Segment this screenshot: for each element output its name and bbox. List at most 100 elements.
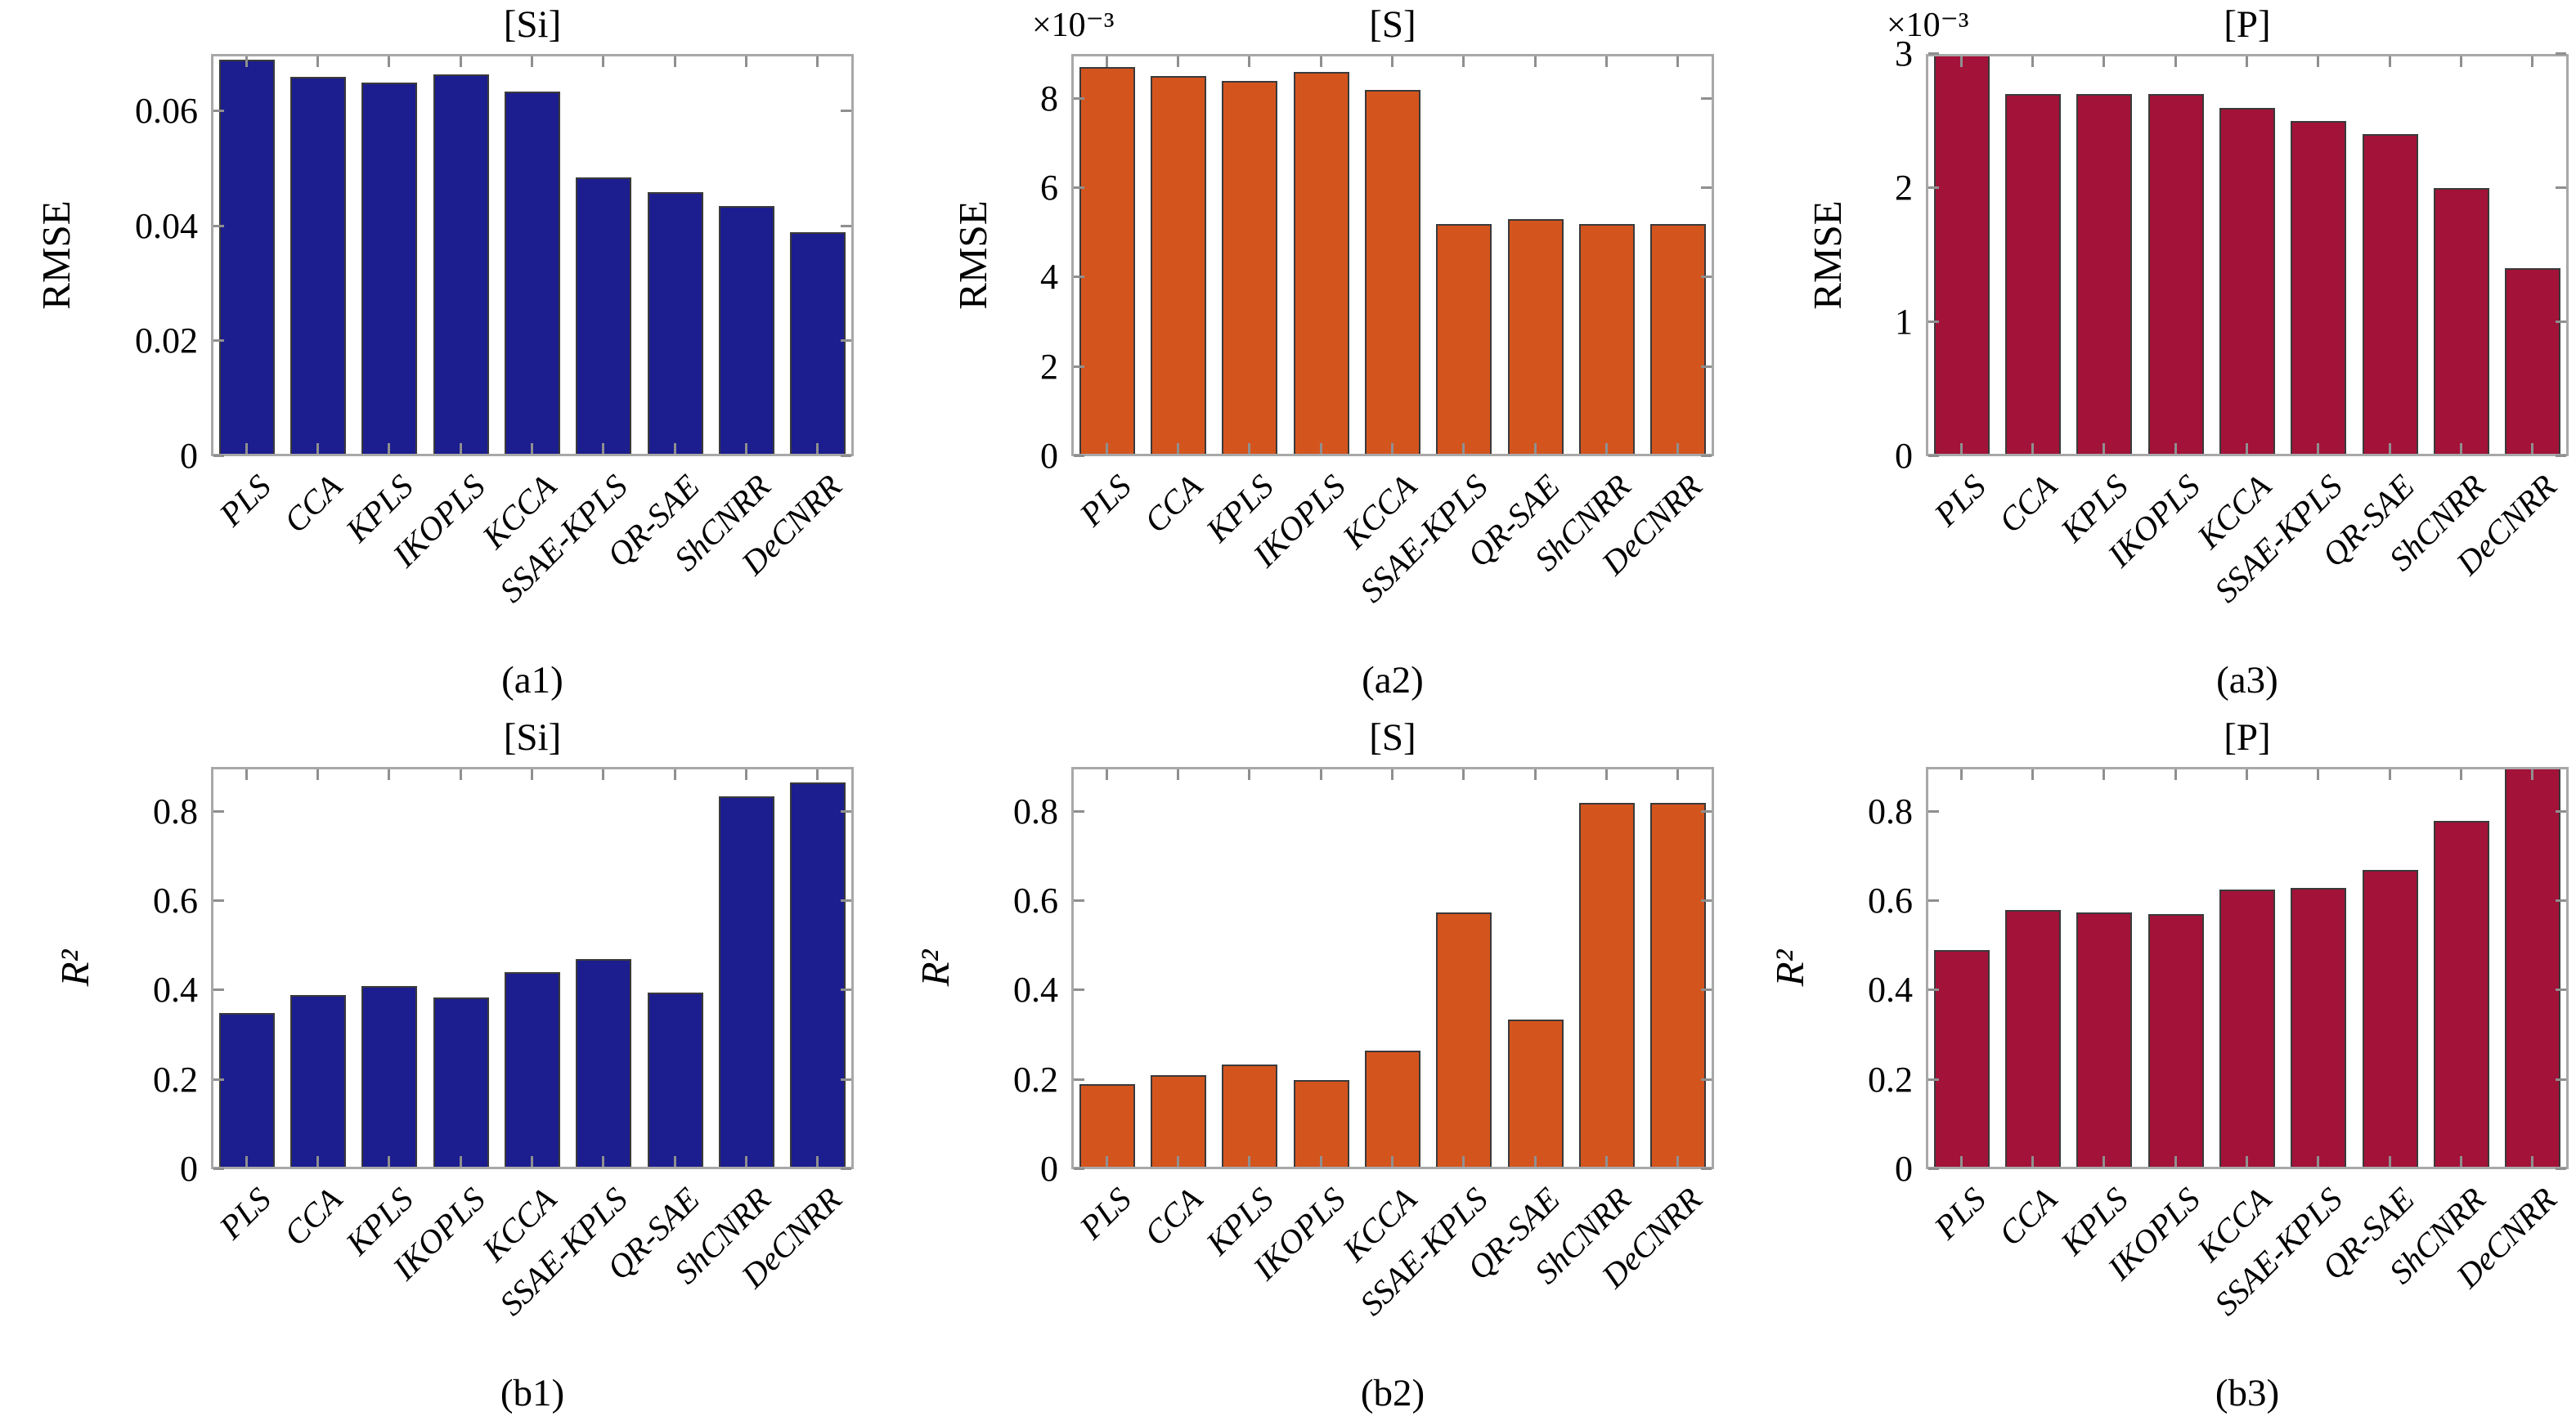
x-tick-top-a1 — [316, 56, 319, 67]
bar-b1-CCA — [290, 995, 346, 1169]
bar-a3-DeCNRR — [2505, 268, 2560, 456]
y-tick-label: 3 — [1895, 34, 1913, 74]
x-tick-bottom-a2 — [1605, 443, 1608, 454]
bar-b2-CCA — [1151, 1075, 1206, 1169]
x-tick-top-b2 — [1177, 769, 1179, 780]
x-tick-bottom-b3 — [2460, 1156, 2462, 1167]
y-tick-right-a1 — [841, 225, 851, 227]
y-tick-right-b1 — [841, 1168, 851, 1170]
y-tick-left-a3 — [1928, 52, 1939, 55]
x-tick-label-CCA: CCA — [1990, 467, 2064, 540]
bar-a1-ShCNRR — [719, 206, 774, 456]
chart-caption-a3: (a3) — [2216, 659, 2278, 702]
y-axis-label-b3: R² — [1767, 949, 1812, 987]
y-tick-right-b2 — [1701, 988, 1712, 991]
y-tick-right-a2 — [1701, 186, 1712, 189]
x-tick-bottom-b2 — [1462, 1156, 1465, 1167]
x-tick-bottom-a1 — [674, 443, 676, 454]
x-tick-top-b2 — [1676, 769, 1679, 780]
y-tick-right-b3 — [2556, 1168, 2566, 1170]
x-tick-top-b2 — [1106, 769, 1108, 780]
y-tick-left-b2 — [1074, 1078, 1084, 1081]
bar-b1-DeCNRR — [790, 782, 846, 1169]
x-tick-top-a3 — [2317, 56, 2319, 67]
x-tick-bottom-b1 — [460, 1156, 462, 1167]
x-tick-top-b1 — [531, 769, 533, 780]
bar-a2-SSAE-KPLS — [1436, 224, 1492, 456]
x-tick-top-a3 — [2531, 56, 2533, 67]
x-tick-bottom-b1 — [245, 1156, 248, 1167]
plot-box-a3 — [1926, 54, 2569, 456]
x-tick-top-b3 — [2103, 769, 2105, 780]
x-tick-bottom-b1 — [745, 1156, 747, 1167]
x-tick-label-PLS: PLS — [211, 467, 278, 534]
bar-b3-PLS — [1934, 950, 1990, 1169]
x-tick-bottom-b3 — [1960, 1156, 1963, 1167]
y-tick-label: 0.2 — [1868, 1060, 1913, 1100]
bar-a1-DeCNRR — [790, 232, 846, 456]
y-tick-right-b3 — [2556, 988, 2566, 991]
plot-box-b1 — [211, 767, 854, 1169]
x-tick-bottom-b3 — [2389, 1156, 2391, 1167]
x-tick-bottom-a1 — [388, 443, 390, 454]
bar-a1-SSAE-KPLS — [576, 177, 631, 456]
plot-box-b2 — [1071, 767, 1714, 1169]
y-tick-right-b1 — [841, 1078, 851, 1081]
bar-b3-ShCNRR — [2434, 821, 2489, 1169]
x-tick-bottom-b1 — [674, 1156, 676, 1167]
x-tick-bottom-b2 — [1248, 1156, 1250, 1167]
x-tick-bottom-b2 — [1106, 1156, 1108, 1167]
y-axis-label-a2: RMSE — [950, 200, 995, 310]
bar-a2-PLS — [1079, 67, 1135, 456]
y-tick-label: 0.6 — [153, 881, 198, 921]
bar-a3-CCA — [2005, 94, 2061, 456]
chart-caption-a1: (a1) — [501, 659, 563, 702]
x-tick-top-b3 — [2317, 769, 2319, 780]
y-tick-left-a3 — [1928, 455, 1939, 457]
y-tick-left-b2 — [1074, 1168, 1084, 1170]
x-tick-label-CCA: CCA — [276, 467, 349, 540]
x-tick-bottom-a3 — [2031, 443, 2034, 454]
y-tick-left-a3 — [1928, 321, 1939, 323]
bar-a3-QR-SAE — [2363, 134, 2418, 456]
chart-title-a1: [Si] — [503, 3, 562, 46]
y-tick-right-b1 — [841, 988, 851, 991]
x-tick-top-a2 — [1248, 56, 1250, 67]
y-tick-left-a3 — [1928, 186, 1939, 189]
y-tick-left-b1 — [213, 1078, 224, 1081]
y-tick-label: 0 — [1040, 1149, 1058, 1189]
x-tick-top-a2 — [1534, 56, 1537, 67]
y-tick-left-b3 — [1928, 1078, 1939, 1081]
y-tick-left-a1 — [213, 455, 224, 457]
y-tick-label: 0.04 — [135, 206, 198, 246]
x-tick-top-a1 — [245, 56, 248, 67]
x-tick-top-a3 — [2103, 56, 2105, 67]
x-tick-bottom-a2 — [1320, 443, 1322, 454]
y-tick-left-b3 — [1928, 988, 1939, 991]
bar-a1-CCA — [290, 77, 346, 456]
x-tick-bottom-b2 — [1534, 1156, 1537, 1167]
x-tick-bottom-b2 — [1391, 1156, 1393, 1167]
y-tick-label: 0 — [180, 436, 198, 476]
x-tick-top-b2 — [1320, 769, 1322, 780]
x-tick-top-b3 — [2389, 769, 2391, 780]
x-tick-bottom-a1 — [316, 443, 319, 454]
y-tick-left-a2 — [1074, 186, 1084, 189]
x-tick-top-a2 — [1106, 56, 1108, 67]
chart-caption-b2: (b2) — [1360, 1372, 1425, 1414]
x-tick-bottom-a2 — [1177, 443, 1179, 454]
y-tick-left-a1 — [213, 339, 224, 342]
y-tick-label: 6 — [1040, 168, 1058, 208]
x-tick-top-b3 — [2174, 769, 2177, 780]
x-tick-bottom-a3 — [2174, 443, 2177, 454]
x-tick-top-b1 — [245, 769, 248, 780]
y-tick-right-a3 — [2556, 52, 2566, 55]
x-tick-bottom-a1 — [745, 443, 747, 454]
chart-title-a3: [P] — [2224, 3, 2271, 46]
bar-a3-KCCA — [2219, 108, 2275, 456]
y-tick-label: 0 — [1895, 436, 1913, 476]
bar-a2-CCA — [1151, 76, 1206, 456]
x-tick-bottom-a2 — [1391, 443, 1393, 454]
y-tick-right-b1 — [841, 810, 851, 813]
